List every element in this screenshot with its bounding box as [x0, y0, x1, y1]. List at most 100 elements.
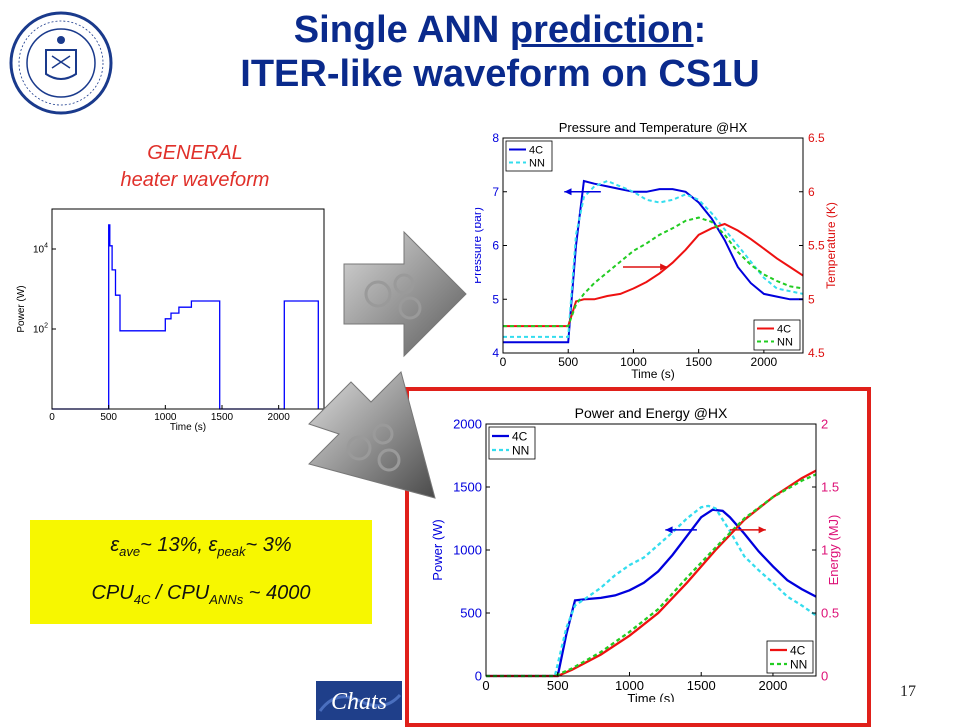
x-tick-label: 1000	[620, 355, 647, 369]
legend-left-label: NN	[512, 443, 529, 457]
epsilon-symbol-2: ε	[208, 534, 218, 556]
y2-tick-label: 0.5	[821, 605, 839, 620]
cpu-ratio-line: CPU4C / CPUANNs ~ 4000	[30, 582, 372, 607]
legend-left-label: NN	[529, 158, 545, 170]
chats-logo-graphic: Chats	[316, 681, 402, 720]
x-tick-label: 1500	[687, 678, 716, 693]
plot-frame	[485, 423, 817, 677]
legend-left-label: 4C	[529, 145, 543, 157]
caption-line1: GENERAL	[147, 142, 243, 164]
y2-axis-label: Energy (MJ)	[826, 515, 841, 586]
series-line-0	[52, 224, 319, 410]
series-line-0	[503, 179, 803, 344]
chart-title: Pressure and Temperature @HX	[559, 120, 748, 135]
title-line2: ITER-like waveform on CS1U	[240, 53, 760, 95]
pressure-arrow-head	[564, 188, 572, 196]
x-tick-label: 1000	[615, 678, 644, 693]
x-tick-label: 1000	[154, 412, 177, 423]
y-tick-label: 2000	[453, 416, 482, 431]
caption-line2: heater waveform	[120, 169, 270, 191]
x-axis-label: Time (s)	[631, 367, 675, 381]
y-axis-label: Power (W)	[16, 285, 27, 332]
y2-tick-label: 5	[808, 292, 815, 306]
chats-logo: Chats	[316, 681, 402, 720]
y-tick-label: 500	[460, 605, 482, 620]
y-tick-label: 104	[33, 242, 48, 255]
page-number: 17	[900, 683, 916, 700]
cpu-ratio-value: ~ 4000	[243, 582, 311, 604]
y2-tick-label: 1	[821, 542, 828, 557]
ann-arrow-icon-lower	[308, 371, 436, 499]
university-seal-logo	[9, 11, 113, 115]
x-tick-label: 500	[100, 412, 117, 423]
cpu-label: CPU	[91, 582, 134, 604]
y2-tick-label: 2	[821, 416, 828, 431]
heater-power-chart: 0 500 1000 1500 2000 104 102 Time (s) Power (W)	[16, 208, 325, 433]
x-axis-label: Time (s)	[170, 422, 206, 433]
legend-left-box	[488, 426, 536, 460]
cpu-4c-subscript: 4C	[133, 592, 151, 607]
legend-left-label: 4C	[512, 429, 528, 443]
y-tick-label: 0	[475, 668, 482, 683]
y-tick-label: 4	[492, 346, 499, 360]
x-tick-label: 0	[482, 678, 489, 693]
series-line-1	[486, 504, 817, 678]
energy-arrow-head	[758, 526, 766, 534]
x-tick-label: 1500	[211, 412, 234, 423]
series-line-3	[503, 216, 804, 328]
error-line: εave~ 13%, εpeak~ 3%	[30, 534, 372, 559]
chart-title: Power and Energy @HX	[575, 405, 728, 421]
epsilon-symbol: ε	[110, 534, 120, 556]
y2-axis-label: Temperature (K)	[824, 202, 838, 289]
peak-value: ~ 3%	[245, 534, 292, 556]
chats-logo-text: Chats	[331, 689, 387, 715]
x-tick-label: 0	[49, 412, 55, 423]
y-tick-label: 5	[492, 292, 499, 306]
y2-tick-label: 0	[821, 668, 828, 683]
peak-subscript: peak	[217, 544, 246, 559]
y2-tick-label: 6	[808, 185, 815, 199]
y2-tick-label: 6.5	[808, 131, 825, 145]
pressure-temperature-chart: Pressure and Temperature @HX 0 500 1000 1500…	[475, 120, 838, 381]
y-tick-label: 102	[33, 322, 48, 335]
legend-right-box	[753, 319, 801, 351]
ave-value: ~ 13%,	[140, 534, 209, 556]
ann-arrow-icon-upper	[343, 230, 467, 358]
x-axis-label: Time (s)	[627, 691, 674, 702]
series-line-1	[503, 179, 804, 338]
cpu-ann-subscript: ANNs	[209, 592, 244, 607]
slide-title: Single ANN prediction: ITER-like wavefor…	[170, 8, 830, 96]
x-tick-label: 2000	[758, 678, 787, 693]
gear-icon	[364, 273, 422, 320]
y-tick-label: 1000	[453, 542, 482, 557]
plot-frame	[51, 208, 325, 410]
power-arrow-head	[665, 526, 673, 534]
gear-icon	[346, 423, 401, 472]
heater-caption: GENERAL heater waveform	[70, 140, 320, 194]
title-part-a: Single ANN	[293, 9, 510, 51]
cpu-separator: / CPU	[150, 582, 210, 604]
accuracy-summary-box: εave~ 13%, εpeak~ 3% CPU4C / CPUANNs ~ 4…	[30, 520, 372, 624]
legend-right-label: 4C	[777, 324, 791, 336]
y2-tick-label: 1.5	[821, 479, 839, 494]
temperature-arrow-head	[660, 263, 668, 271]
x-tick-label: 0	[500, 355, 507, 369]
y-tick-label: 7	[492, 185, 499, 199]
legend-right-box	[766, 640, 814, 674]
power-energy-chart: Power and Energy @HX 0 500 1000 1500 2000 0 500…	[430, 405, 841, 702]
y2-tick-label: 4.5	[808, 346, 825, 360]
y-axis-label: Pressure (bar)	[475, 207, 484, 284]
x-tick-label: 500	[558, 355, 578, 369]
legend-right-label: 4C	[790, 643, 806, 657]
title-part-b: prediction	[509, 9, 694, 51]
y-tick-label: 8	[492, 131, 499, 145]
series-line-3	[486, 473, 817, 678]
ave-subscript: ave	[119, 544, 141, 559]
y-tick-label: 1500	[453, 479, 482, 494]
y-axis-label: Power (W)	[430, 519, 445, 580]
legend-right-label: NN	[790, 657, 807, 671]
x-tick-label: 1500	[685, 355, 712, 369]
title-part-c: :	[693, 9, 707, 51]
legend-right-label: NN	[777, 337, 793, 349]
series-line-0	[486, 508, 817, 678]
